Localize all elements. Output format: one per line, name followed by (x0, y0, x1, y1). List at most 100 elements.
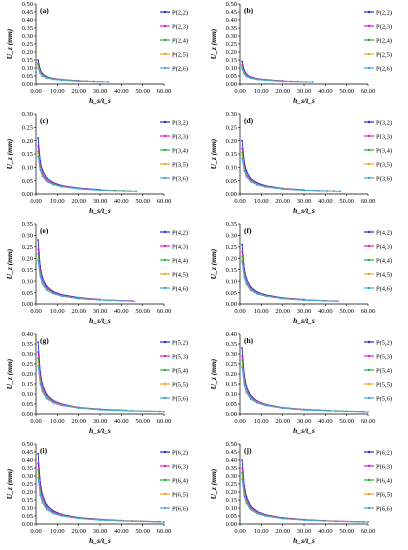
data-point (37, 153, 40, 155)
y-tick-label: 0.50 (22, 441, 33, 448)
legend-marker-1 (367, 24, 371, 28)
data-point (264, 404, 267, 407)
data-point (243, 73, 246, 75)
legend-label-1: P(2,3) (376, 23, 392, 30)
chart-panel-3: 0.00 0.05 0.10 0.15 0.20 0.25 0.30 0.00 10.00 20.… (204, 110, 408, 220)
x-tick-label: 50.00 (339, 198, 354, 205)
y-tick-label: 0.00 (226, 301, 237, 308)
data-point (367, 521, 369, 523)
x-tick-label: 40.00 (114, 418, 129, 425)
data-point (241, 478, 244, 481)
x-tick-label: 60.00 (361, 528, 376, 535)
legend-label-3: P(6,5) (376, 491, 392, 498)
legend-marker-1 (163, 134, 167, 138)
x-tick-label: 30.00 (297, 88, 312, 95)
y-tick-label: 0.05 (226, 401, 237, 408)
x-tick-label: 40.00 (318, 528, 333, 535)
series-line-4 (241, 479, 369, 523)
legend-marker-1 (163, 244, 167, 248)
data-point (243, 169, 246, 172)
data-point (135, 190, 138, 193)
x-tick-label: 50.00 (135, 418, 150, 425)
chart-panel-1: 0.00 0.05 0.10 0.15 0.20 0.25 0.30 0.35 0.40 0.45… (204, 0, 408, 110)
y-tick-label: 0.25 (22, 244, 33, 251)
data-point (77, 517, 80, 520)
data-point (241, 63, 244, 66)
legend-label-0: P(5,2) (376, 339, 392, 346)
y-tick-label: 0.50 (226, 1, 237, 8)
legend-label-4: P(2,6) (376, 65, 392, 72)
data-point (41, 282, 44, 285)
chart-svg: 0.000.050.100.150.200.250.300.350.400.45… (209, 1, 392, 105)
x-tick-label: 10.00 (254, 308, 269, 315)
data-point (241, 366, 244, 368)
x-tick-label: 20.00 (71, 418, 86, 425)
data-point (241, 260, 244, 263)
x-tick-label: 0.00 (30, 88, 41, 95)
data-point (41, 75, 44, 78)
y-tick-label: 0.25 (22, 361, 33, 368)
legend-marker-0 (163, 10, 167, 14)
y-tick-label: 0.45 (226, 449, 237, 456)
data-point (241, 467, 244, 469)
data-point (39, 72, 42, 75)
x-tick-label: 10.00 (50, 308, 65, 315)
data-point (281, 517, 284, 520)
legend-label-0: P(6,2) (376, 449, 392, 456)
y-tick-label: 0.30 (22, 351, 33, 358)
x-tick-label: 10.00 (254, 198, 269, 205)
legend-marker-1 (367, 354, 371, 358)
data-point (77, 297, 80, 300)
y-tick-label: 0.30 (22, 111, 33, 118)
x-tick-label: 30.00 (297, 418, 312, 425)
series-line-0 (37, 239, 101, 300)
y-tick-label: 0.00 (226, 411, 237, 418)
data-point (45, 77, 48, 80)
data-point (37, 145, 40, 147)
data-point (256, 402, 258, 404)
series-line-3 (241, 67, 307, 83)
data-point (249, 77, 252, 80)
legend-label-3: P(2,5) (376, 51, 392, 58)
legend-label-2: P(3,4) (172, 147, 188, 154)
data-point (37, 150, 40, 153)
legend-label-1: P(4,3) (376, 243, 392, 250)
series-line-0 (241, 61, 283, 82)
x-tick-label: 60.00 (157, 308, 172, 315)
data-point (335, 520, 337, 523)
legend-marker-1 (367, 464, 371, 468)
legend-marker-3 (367, 382, 371, 386)
x-axis-label: h_s/t_s (293, 426, 315, 435)
data-point (335, 410, 337, 413)
y-tick-label: 0.15 (226, 57, 237, 64)
x-tick-label: 50.00 (339, 528, 354, 535)
data-point (60, 515, 63, 517)
data-point (243, 276, 246, 279)
data-point (52, 183, 54, 186)
x-tick-label: 40.00 (114, 198, 129, 205)
x-tick-label: 10.00 (254, 418, 269, 425)
legend-label-2: P(2,4) (172, 37, 188, 44)
y-tick-label: 0.00 (22, 411, 33, 418)
x-axis-label: h_s/t_s (89, 206, 111, 215)
y-tick-label: 0.20 (226, 255, 237, 262)
legend-marker-2 (163, 368, 167, 372)
chart-panel-0: 0.00 0.05 0.10 0.15 0.20 0.25 0.30 0.35 0.40 0.45… (0, 0, 204, 110)
data-point (37, 357, 40, 359)
data-point (264, 186, 267, 188)
data-point (37, 62, 40, 65)
legend-marker-3 (163, 52, 167, 56)
x-tick-label: 10.00 (254, 88, 269, 95)
data-point (256, 184, 258, 186)
legend-label-3: P(5,5) (172, 381, 188, 388)
series-line-2 (241, 255, 326, 302)
data-point (131, 410, 133, 412)
data-point (163, 410, 165, 413)
series-line-3 (241, 259, 332, 302)
x-tick-label: 50.00 (135, 198, 150, 205)
y-tick-label: 0.10 (226, 505, 237, 512)
series-line-1 (241, 355, 330, 412)
chart-panel-2: 0.00 0.05 0.10 0.15 0.20 0.25 0.30 0.00 10.00 20.… (0, 110, 204, 220)
data-point (245, 283, 248, 286)
